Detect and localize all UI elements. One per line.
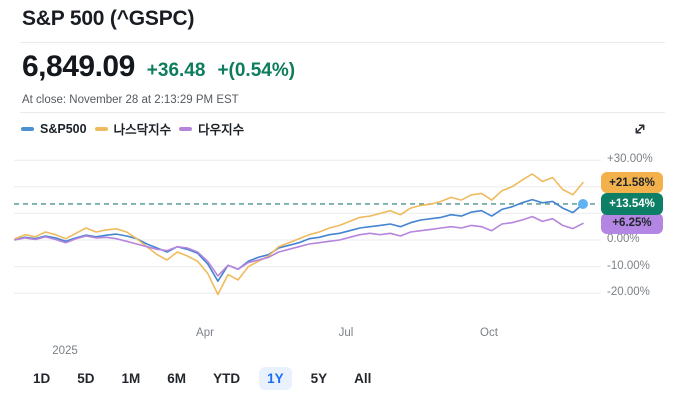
range-button-ytd[interactable]: YTD: [213, 371, 241, 386]
price-change: +36.48: [146, 60, 206, 81]
expand-chart-button[interactable]: [630, 119, 650, 139]
range-button-5d[interactable]: 5D: [77, 371, 95, 386]
x-axis-label-apr: Apr: [196, 327, 214, 339]
dow-color-swatch-icon: [179, 126, 193, 131]
price-row: 6,849.09 +36.48 +(0.54%): [22, 50, 295, 84]
nasdaq-color-swatch-icon: [94, 126, 108, 131]
at-close-note: At close: November 28 at 2:13:29 PM EST: [22, 94, 239, 106]
legend-item-nasdaq[interactable]: 나스닥지수: [94, 119, 172, 138]
y-axis-label-neg10: -10.00%: [607, 259, 650, 272]
range-button-all[interactable]: All: [354, 371, 372, 386]
legend-label-dow: 다우지수: [198, 123, 245, 137]
latest-point-marker: [578, 198, 588, 209]
legend-label-nasdaq: 나스닥지수: [113, 123, 172, 137]
x-axis-year-label: 2025: [52, 345, 78, 357]
header-divider: [20, 42, 665, 43]
section-divider: [20, 112, 665, 113]
expand-icon: [635, 124, 645, 134]
range-toolbar: 1D 5D 1M 6M YTD 1Y 5Y All: [33, 367, 372, 390]
y-axis-label-30: +30.00%: [607, 153, 653, 166]
y-axis-label-0: 0.00%: [607, 233, 640, 245]
current-price: 6,849.09: [22, 50, 135, 83]
page-title: S&P 500 (^GSPC): [22, 7, 195, 30]
sp500-change-badge: +13.54%: [601, 193, 663, 215]
dow-change-badge: +6.25%: [601, 212, 663, 235]
series-line-2: [14, 215, 584, 277]
x-axis-label-jul: Jul: [338, 327, 354, 339]
series-line-1: [14, 173, 584, 296]
legend-item-sp500[interactable]: S&P500: [21, 122, 87, 136]
range-button-1d[interactable]: 1D: [33, 371, 51, 386]
range-button-6m[interactable]: 6M: [167, 371, 187, 386]
nasdaq-change-badge: +21.58%: [601, 171, 663, 194]
series-line-0: [14, 198, 584, 282]
range-button-1m[interactable]: 1M: [121, 371, 141, 386]
price-change-percent: +(0.54%): [217, 60, 296, 81]
y-axis-label-neg20: -20.00%: [607, 286, 650, 299]
legend-item-dow[interactable]: 다우지수: [179, 119, 244, 138]
range-button-5y[interactable]: 5Y: [310, 371, 328, 386]
performance-chart[interactable]: [0, 150, 680, 326]
range-button-1y[interactable]: 1Y: [259, 367, 292, 390]
x-axis-label-oct: Oct: [480, 327, 498, 339]
chart-legend: S&P500 나스닥지수 다우지수: [21, 119, 252, 138]
legend-label-sp500: S&P500: [40, 121, 87, 136]
sp500-color-swatch-icon: [21, 126, 34, 131]
